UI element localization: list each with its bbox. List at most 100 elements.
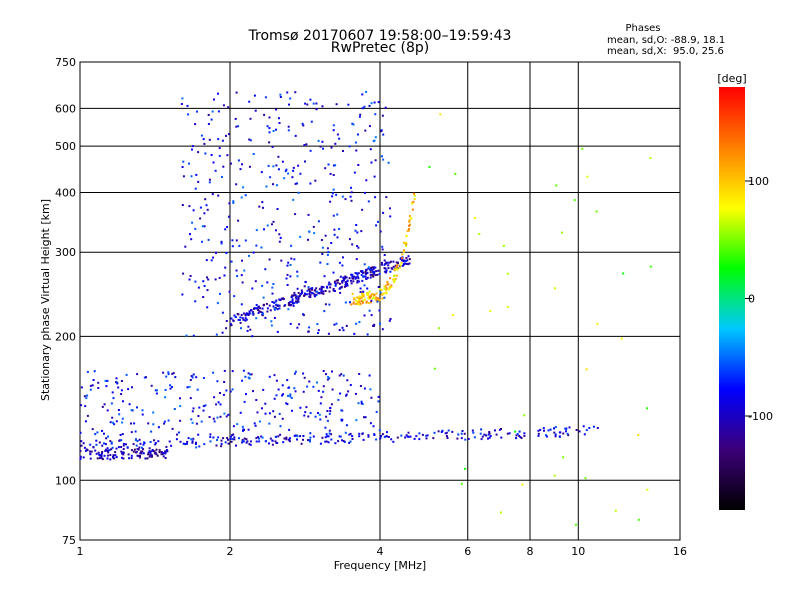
data-point <box>115 377 118 380</box>
data-point <box>554 435 557 438</box>
data-point <box>79 458 82 460</box>
data-point <box>254 109 257 112</box>
data-point <box>336 281 339 284</box>
data-point <box>324 303 327 306</box>
data-point <box>564 427 567 430</box>
data-point <box>197 433 200 436</box>
data-point <box>211 110 214 113</box>
data-point <box>360 296 363 299</box>
data-point <box>262 313 264 315</box>
data-point <box>231 245 234 248</box>
data-point <box>357 164 360 166</box>
data-point <box>392 278 395 281</box>
data-point <box>338 137 341 140</box>
data-point <box>355 303 358 305</box>
data-point <box>114 451 117 454</box>
data-point <box>408 220 411 223</box>
data-point <box>331 370 333 373</box>
data-point <box>229 390 232 393</box>
data-point <box>307 213 310 216</box>
data-point <box>271 286 274 289</box>
data-point <box>286 273 289 276</box>
data-point <box>260 171 263 174</box>
data-point <box>292 166 295 169</box>
data-point <box>233 295 236 298</box>
data-point <box>293 387 296 390</box>
data-point <box>141 446 143 449</box>
data-point <box>375 410 378 413</box>
data-point <box>233 438 236 441</box>
data-point <box>348 145 351 148</box>
data-point <box>144 457 147 460</box>
data-point <box>358 432 361 435</box>
data-point <box>188 205 191 208</box>
data-point <box>261 201 264 204</box>
data-point <box>304 292 306 295</box>
data-point <box>413 198 416 200</box>
data-point <box>321 140 324 143</box>
data-point <box>380 263 383 266</box>
data-point <box>273 415 276 418</box>
data-point <box>266 307 269 310</box>
data-point <box>489 309 492 312</box>
data-point <box>371 297 374 300</box>
data-point <box>338 435 341 438</box>
data-point <box>242 186 245 189</box>
data-point <box>276 308 279 311</box>
data-point <box>350 186 352 189</box>
data-point <box>349 195 352 198</box>
data-point <box>456 437 459 440</box>
data-point <box>385 435 388 438</box>
data-point <box>378 429 381 432</box>
data-point <box>151 449 154 451</box>
data-point <box>382 158 385 161</box>
data-point <box>428 166 431 168</box>
data-point <box>366 276 369 279</box>
data-point <box>326 378 329 381</box>
data-point <box>200 420 203 423</box>
data-point <box>89 388 92 391</box>
data-point <box>252 311 254 314</box>
data-point <box>263 303 265 306</box>
data-point <box>358 301 361 304</box>
data-point <box>370 268 373 271</box>
data-point <box>390 284 393 287</box>
data-point <box>348 238 351 241</box>
data-point <box>366 333 369 336</box>
data-point <box>225 320 228 322</box>
data-point <box>319 442 322 445</box>
data-point <box>268 422 271 425</box>
data-point <box>107 451 110 454</box>
data-point <box>235 239 238 242</box>
data-point <box>291 301 294 304</box>
data-point <box>209 440 212 443</box>
data-point <box>290 244 293 247</box>
data-point <box>372 325 375 327</box>
data-point <box>166 449 168 451</box>
data-point <box>101 429 103 432</box>
data-point <box>395 274 398 277</box>
data-point <box>103 432 105 435</box>
data-point <box>317 389 320 392</box>
data-point <box>185 334 188 337</box>
data-point <box>378 309 381 312</box>
data-point <box>374 196 377 199</box>
data-point <box>326 263 329 265</box>
data-point <box>194 443 197 445</box>
data-point <box>321 436 324 439</box>
data-point <box>327 435 330 438</box>
data-point <box>279 236 282 239</box>
data-point <box>553 287 556 290</box>
data-point <box>269 309 272 312</box>
data-point <box>562 456 565 459</box>
data-point <box>408 262 411 265</box>
data-point <box>286 264 289 267</box>
data-point <box>97 381 100 384</box>
data-point <box>106 447 109 450</box>
data-point <box>473 436 476 439</box>
data-point <box>91 384 94 387</box>
data-point <box>357 133 359 136</box>
data-point <box>358 280 361 283</box>
data-point <box>182 272 185 275</box>
data-point <box>467 438 470 440</box>
